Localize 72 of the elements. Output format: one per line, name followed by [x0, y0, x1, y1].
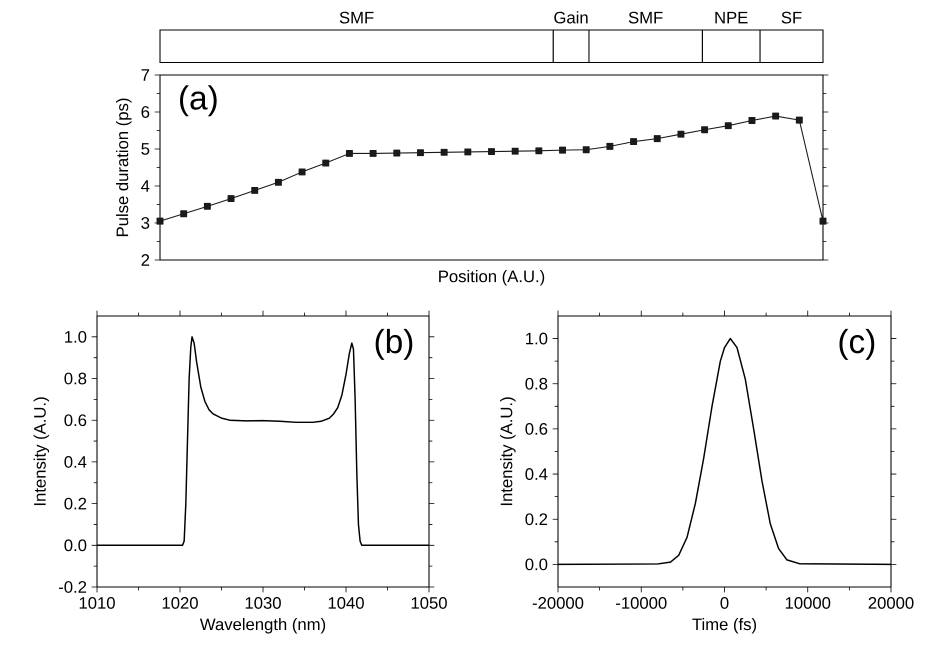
y-tick-label: 7: [142, 69, 150, 81]
point: [274, 178, 282, 186]
x-tick-label: 1050: [412, 597, 447, 609]
point: [440, 148, 448, 156]
y-tick-label: 0.4: [525, 468, 548, 480]
point: [724, 122, 732, 130]
point: [512, 148, 519, 155]
y-tick-label: 0.0: [525, 558, 548, 570]
point: [606, 142, 614, 150]
point: [796, 116, 803, 124]
x-tick-label: 10000: [786, 597, 830, 609]
x-axis-title: Wavelength (nm): [200, 618, 326, 634]
point: [630, 138, 638, 146]
y-tick-label: 6: [142, 106, 150, 118]
y-tick-label: 0.6: [525, 423, 548, 435]
y-tick-label: 0.4: [64, 456, 86, 468]
annotation: (a): [180, 85, 217, 116]
y-tick-label: 0.8: [525, 378, 548, 390]
point: [346, 150, 353, 157]
x-tick-label: 20000: [868, 597, 914, 609]
x-tick-label: 0: [720, 597, 728, 609]
point: [535, 147, 542, 154]
point: [156, 218, 164, 225]
series-label: SF: [782, 12, 802, 24]
point: [701, 126, 708, 134]
point: [393, 150, 400, 157]
series-label: NPE: [715, 12, 748, 24]
series-label: Gain: [554, 11, 588, 24]
annotation: (c): [840, 328, 874, 360]
annotation: (b): [376, 328, 412, 360]
y-axis-title: Intensity (A.U.): [34, 397, 50, 506]
point: [298, 168, 306, 176]
point: [322, 160, 330, 167]
point: [559, 146, 566, 154]
y-tick-label: 1.0: [526, 332, 548, 344]
point: [677, 130, 684, 138]
point: [654, 135, 661, 142]
y-tick-label: 5: [141, 143, 150, 155]
point: [748, 117, 756, 124]
point: [204, 202, 211, 210]
y-tick-label: 3: [141, 217, 150, 229]
point: [180, 210, 188, 218]
point: [251, 186, 258, 194]
series-label: SMF: [340, 12, 374, 24]
point: [772, 112, 780, 120]
point: [464, 148, 472, 156]
y-tick-label: 2: [142, 254, 150, 266]
point: [820, 218, 826, 225]
x-tick-label: 1010: [80, 597, 115, 609]
y-tick-label: 0.6: [64, 414, 86, 426]
point: [370, 150, 377, 157]
x-tick-label: 1030: [246, 597, 281, 609]
x-tick-label: 1040: [328, 597, 364, 609]
y-tick-label: 4: [141, 180, 150, 192]
x-axis-title: Position (A.U.): [439, 270, 544, 286]
x-axis-title: Time (fs): [692, 618, 756, 634]
y-tick-label: -0.2: [58, 581, 86, 593]
point: [488, 148, 495, 156]
point: [582, 146, 590, 154]
point: [417, 149, 424, 156]
x-tick-label: -20000: [532, 597, 584, 609]
x-tick-label: -10000: [616, 597, 667, 609]
series-label: SMF: [628, 12, 663, 24]
y-tick-label: 0.2: [525, 513, 548, 526]
y-axis-title: Intensity (A.U.): [500, 397, 516, 506]
point: [228, 195, 235, 202]
y-axis-title: Pulse duration (ps): [116, 98, 132, 236]
x-tick-label: 1020: [162, 597, 198, 609]
y-tick-label: 1.0: [65, 330, 86, 343]
y-tick-label: 0.8: [64, 372, 86, 384]
y-tick-label: 0.0: [64, 539, 86, 552]
y-tick-label: 0.2: [64, 498, 86, 510]
